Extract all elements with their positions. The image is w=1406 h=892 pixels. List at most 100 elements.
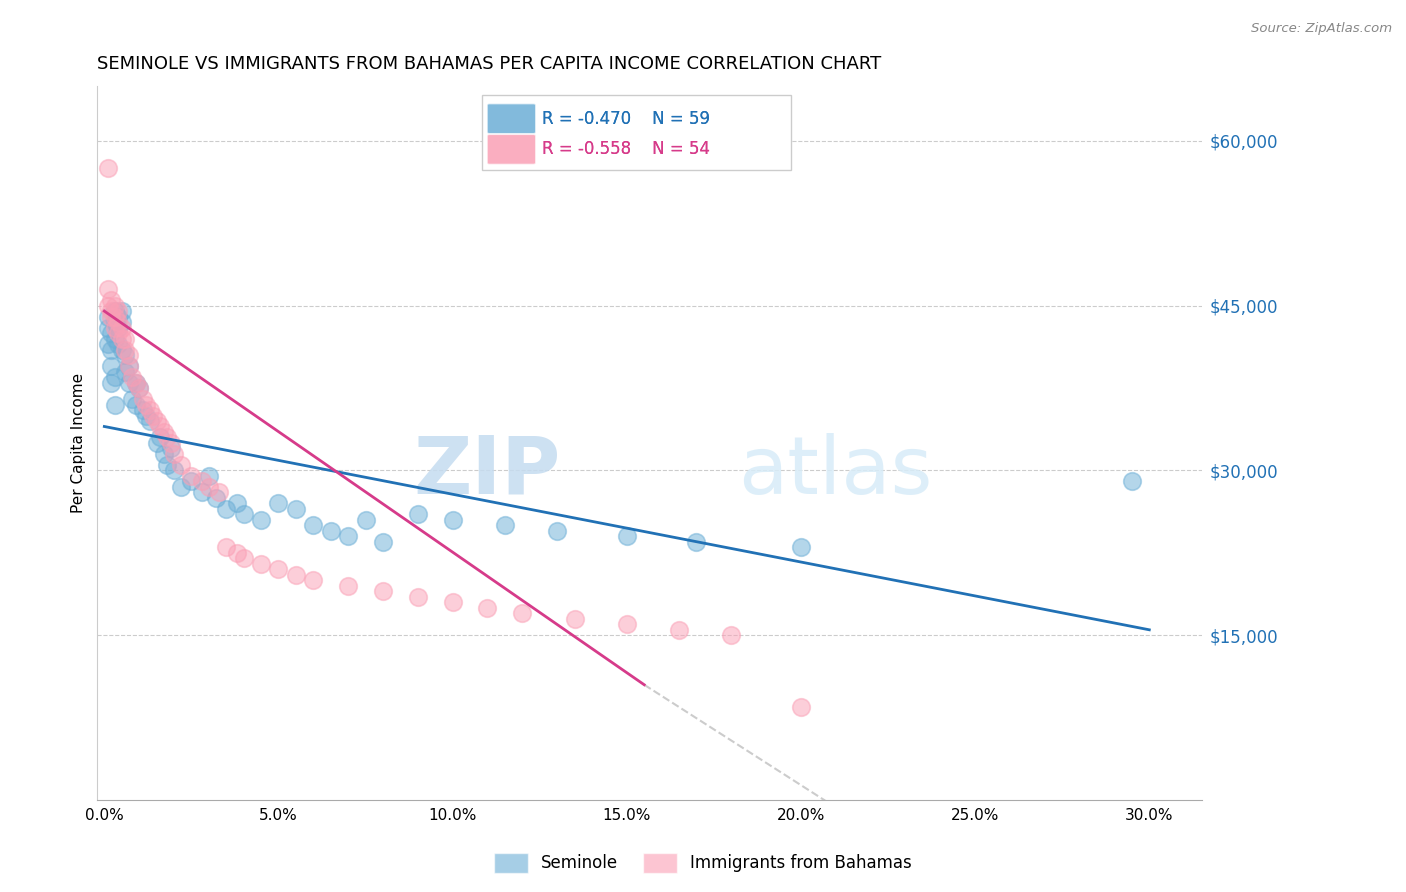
Point bbox=[354, 513, 377, 527]
Point bbox=[267, 496, 290, 510]
Point bbox=[104, 370, 127, 384]
Text: R = -0.470    N = 59: R = -0.470 N = 59 bbox=[543, 110, 710, 128]
Point bbox=[118, 359, 141, 373]
Point bbox=[118, 348, 141, 362]
Point bbox=[97, 310, 120, 324]
FancyBboxPatch shape bbox=[482, 95, 790, 170]
Point bbox=[159, 436, 181, 450]
Point bbox=[668, 623, 690, 637]
Y-axis label: Per Capita Income: Per Capita Income bbox=[72, 373, 86, 513]
Point bbox=[232, 508, 254, 522]
Point bbox=[156, 430, 179, 444]
Point bbox=[124, 376, 146, 390]
Point bbox=[104, 315, 127, 329]
Point bbox=[1121, 475, 1143, 489]
Text: R = -0.470    N = 59: R = -0.470 N = 59 bbox=[543, 110, 710, 128]
Point bbox=[97, 320, 120, 334]
Point bbox=[208, 485, 231, 500]
Point bbox=[100, 293, 122, 307]
Point bbox=[100, 310, 122, 324]
Text: ZIP: ZIP bbox=[413, 433, 561, 510]
Point bbox=[135, 397, 157, 411]
Point bbox=[225, 496, 247, 510]
Point bbox=[107, 337, 129, 351]
Point bbox=[319, 524, 342, 538]
Point bbox=[225, 546, 247, 560]
Point bbox=[97, 337, 120, 351]
Point bbox=[494, 518, 516, 533]
Point bbox=[107, 310, 129, 324]
Point bbox=[104, 397, 127, 411]
Text: atlas: atlas bbox=[738, 433, 932, 510]
Point bbox=[215, 502, 238, 516]
Point bbox=[107, 304, 129, 318]
Text: R = -0.558    N = 54: R = -0.558 N = 54 bbox=[543, 140, 710, 159]
Point bbox=[100, 326, 122, 340]
Point bbox=[104, 320, 127, 334]
Point bbox=[337, 579, 360, 593]
Point bbox=[114, 365, 136, 379]
Point bbox=[118, 359, 141, 373]
Point bbox=[284, 502, 307, 516]
Point bbox=[198, 469, 221, 483]
Point bbox=[124, 397, 146, 411]
Point bbox=[163, 463, 186, 477]
Point bbox=[337, 529, 360, 543]
Point bbox=[406, 590, 429, 604]
Point bbox=[215, 541, 238, 555]
Point bbox=[159, 442, 181, 456]
Point bbox=[790, 699, 813, 714]
Point bbox=[152, 425, 174, 439]
Point bbox=[97, 282, 120, 296]
Point bbox=[267, 562, 290, 576]
Point bbox=[142, 409, 165, 423]
Point bbox=[170, 480, 193, 494]
Point bbox=[100, 359, 122, 373]
Point bbox=[284, 567, 307, 582]
Point bbox=[441, 595, 464, 609]
Point bbox=[149, 430, 172, 444]
Point bbox=[138, 414, 160, 428]
Text: Source: ZipAtlas.com: Source: ZipAtlas.com bbox=[1251, 22, 1392, 36]
Point bbox=[152, 447, 174, 461]
Point bbox=[114, 343, 136, 357]
Point bbox=[128, 381, 150, 395]
Point bbox=[97, 161, 120, 176]
Point bbox=[685, 534, 707, 549]
Point bbox=[107, 315, 129, 329]
Point bbox=[198, 480, 221, 494]
Point bbox=[616, 617, 638, 632]
Point bbox=[180, 475, 202, 489]
Point bbox=[135, 409, 157, 423]
Point bbox=[149, 419, 172, 434]
Point bbox=[250, 557, 273, 571]
Point bbox=[131, 392, 153, 406]
Point bbox=[104, 310, 127, 324]
Point bbox=[107, 326, 129, 340]
Point bbox=[204, 491, 226, 505]
Point bbox=[302, 518, 325, 533]
Point bbox=[510, 607, 533, 621]
Point bbox=[111, 332, 134, 346]
Point bbox=[104, 332, 127, 346]
Point bbox=[138, 403, 160, 417]
Point bbox=[371, 534, 394, 549]
Point bbox=[128, 381, 150, 395]
Point bbox=[790, 541, 813, 555]
Point bbox=[104, 304, 127, 318]
Text: R = -0.558    N = 54: R = -0.558 N = 54 bbox=[543, 140, 710, 159]
FancyBboxPatch shape bbox=[486, 135, 536, 164]
Point bbox=[441, 513, 464, 527]
Point bbox=[546, 524, 568, 538]
Point bbox=[371, 584, 394, 599]
Point bbox=[107, 320, 129, 334]
Point bbox=[145, 436, 167, 450]
Point bbox=[111, 315, 134, 329]
Point bbox=[180, 469, 202, 483]
Point bbox=[121, 370, 143, 384]
Point bbox=[477, 600, 499, 615]
Point bbox=[100, 343, 122, 357]
Point bbox=[124, 376, 146, 390]
FancyBboxPatch shape bbox=[486, 103, 536, 134]
Point bbox=[406, 508, 429, 522]
